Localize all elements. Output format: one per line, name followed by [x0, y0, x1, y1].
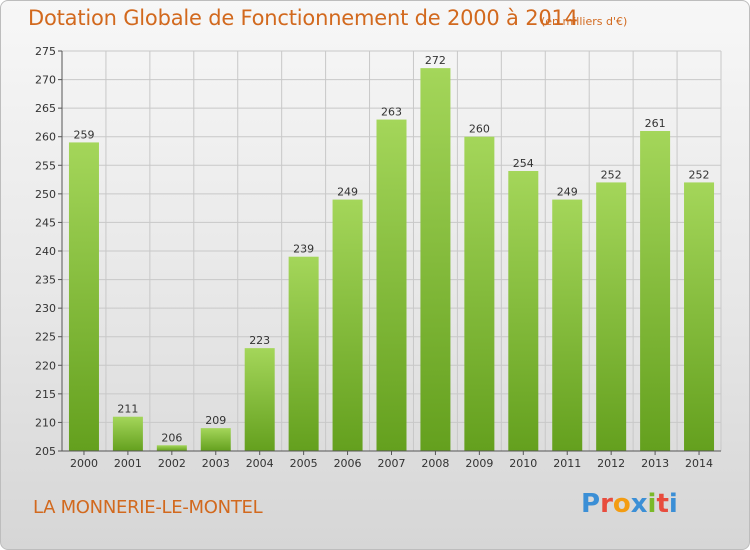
data-label: 272 [425, 54, 446, 67]
x-tick-label: 2003 [202, 457, 230, 470]
y-tick-label: 230 [35, 302, 56, 315]
bars [68, 68, 715, 452]
x-tick-label: 2007 [378, 457, 406, 470]
axes [58, 50, 721, 455]
bar-2002 [156, 445, 187, 451]
data-label: 249 [337, 186, 358, 199]
x-tick-label: 2013 [641, 457, 669, 470]
y-tick-label: 225 [35, 331, 56, 344]
y-tick-label: 270 [35, 74, 56, 87]
bar-2003 [200, 428, 231, 451]
bar-2001 [112, 416, 143, 451]
logo-letter: P [581, 489, 601, 519]
y-tick-label: 240 [35, 245, 56, 258]
bar-2013 [640, 131, 671, 451]
proxiti-logo: Proxiti [581, 489, 678, 519]
bar-2011 [552, 199, 583, 451]
logo-letter: i [668, 489, 678, 519]
bar-2009 [464, 136, 495, 451]
data-label: 260 [469, 123, 490, 136]
bar-2014 [684, 182, 715, 451]
commune-name: LA MONNERIE-LE-MONTEL [33, 497, 263, 518]
y-tick-label: 210 [35, 416, 56, 429]
chart-title: Dotation Globale de Fonctionnement de 20… [28, 6, 578, 30]
data-label: 259 [73, 128, 94, 141]
x-tick-label: 2012 [597, 457, 625, 470]
chart-subtitle: (en milliers d'€) [541, 15, 628, 28]
x-tick-label: 2001 [114, 457, 142, 470]
x-tick-label: 2009 [465, 457, 493, 470]
logo-letter: o [612, 489, 631, 519]
y-tick-label: 265 [35, 102, 56, 115]
x-tick-label: 2005 [290, 457, 318, 470]
data-label: 263 [381, 106, 402, 119]
bar-2010 [508, 171, 539, 451]
y-tick-label: 235 [35, 274, 56, 287]
y-tick-label: 260 [35, 131, 56, 144]
labels: 205 210 215 220 225 230 235 240 245 250 255 260 265 2… [35, 45, 713, 470]
logo-letter: x [630, 489, 648, 519]
x-tick-label: 2011 [553, 457, 581, 470]
data-label: 223 [249, 334, 270, 347]
y-tick-label: 220 [35, 359, 56, 372]
data-label: 252 [689, 168, 710, 181]
bar-2012 [596, 182, 627, 451]
data-label: 209 [205, 414, 226, 427]
data-label: 206 [161, 431, 182, 444]
y-tick-label: 205 [35, 445, 56, 458]
x-tick-label: 2008 [421, 457, 449, 470]
data-label: 211 [117, 403, 138, 416]
bar-2004 [244, 348, 275, 451]
x-tick-label: 2006 [334, 457, 362, 470]
x-tick-label: 2000 [70, 457, 98, 470]
logo-letter: i [647, 489, 657, 519]
data-label: 239 [293, 243, 314, 256]
x-tick-label: 2014 [685, 457, 713, 470]
bar-2005 [288, 256, 319, 451]
data-label: 261 [645, 117, 666, 130]
logo-letter: t [656, 489, 669, 519]
y-tick-label: 245 [35, 216, 56, 229]
y-tick-label: 255 [35, 159, 56, 172]
x-tick-label: 2002 [158, 457, 186, 470]
y-tick-label: 275 [35, 45, 56, 58]
data-label: 252 [601, 168, 622, 181]
bar-2008 [420, 68, 451, 452]
bar-2007 [376, 119, 407, 452]
y-tick-label: 215 [35, 388, 56, 401]
x-tick-label: 2004 [246, 457, 274, 470]
y-tick-label: 250 [35, 188, 56, 201]
data-label: 249 [557, 186, 578, 199]
bar-2006 [332, 199, 363, 451]
x-tick-label: 2010 [509, 457, 537, 470]
data-label: 254 [513, 157, 534, 170]
bar-2000 [68, 142, 99, 451]
logo-letter: r [600, 489, 613, 519]
